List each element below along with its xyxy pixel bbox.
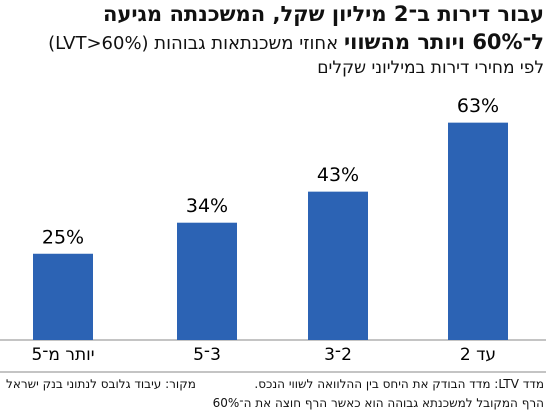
x-tick-label: 3־5 <box>193 345 221 365</box>
bar <box>33 253 93 340</box>
value-label: 34% <box>186 195 228 217</box>
x-tick-label: עד 2 <box>460 345 496 365</box>
bar <box>448 122 508 341</box>
value-label: 25% <box>42 226 84 248</box>
value-label: 43% <box>317 164 359 186</box>
bar <box>308 191 368 340</box>
bar <box>177 222 237 340</box>
note: מדד LTV: מדד הבודק את היחס בין ההלוואה ל… <box>254 377 544 391</box>
x-tick-label: יותר מ־5 <box>31 345 94 365</box>
source: מקור: עיבוד גלובס לנתוני בנק ישראל <box>6 377 196 391</box>
title-line: ל־60% ויותר מהשווי אחוזי משכנתאות גבוהות… <box>48 30 544 54</box>
chart-title: עבור דירות ב־2 מיליון שקל, המשכנתה מגיעה <box>102 2 544 26</box>
x-tick-label: 2־3 <box>324 345 352 365</box>
subtitle: אחוזי משכנתאות גבוהות (LVT>60%) <box>48 33 339 54</box>
caption: לפי מחירי דירות במיליוני שקלים <box>317 58 544 78</box>
chart-title: ל־60% ויותר מהשווי <box>343 30 544 54</box>
value-label: 63% <box>457 95 499 117</box>
note: הרף המקובל למשכנתא גבוהה הוא כאשר הרף חו… <box>212 396 544 410</box>
